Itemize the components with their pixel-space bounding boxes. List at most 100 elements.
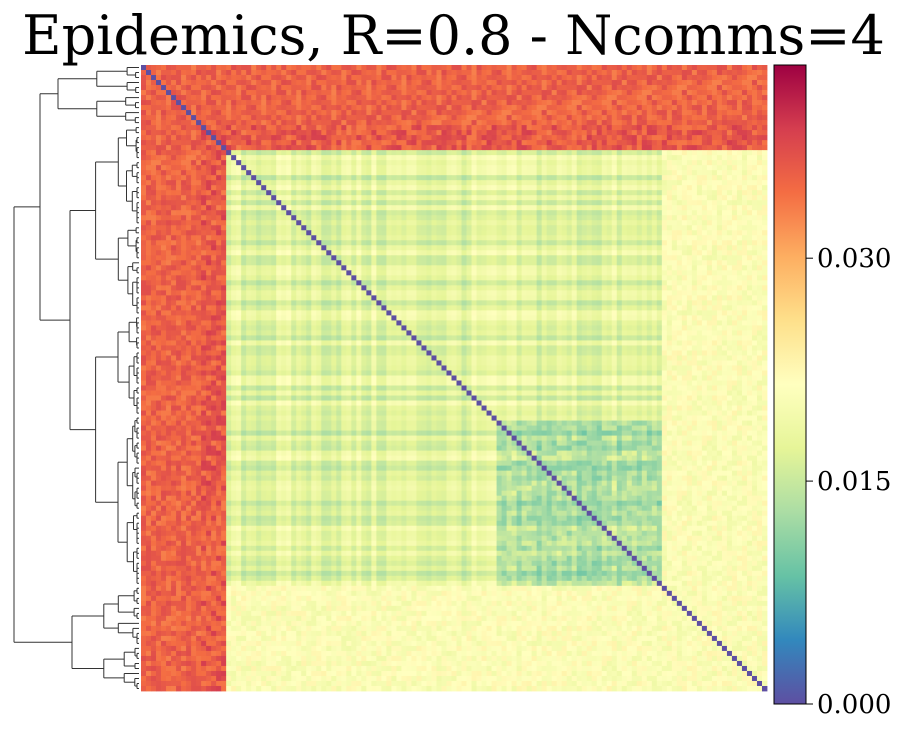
heatmap-cell xyxy=(171,115,177,121)
heatmap-cell xyxy=(716,115,723,121)
heatmap-cell xyxy=(291,180,297,186)
heatmap-cell xyxy=(411,195,417,201)
heatmap-cell xyxy=(351,185,357,191)
heatmap-cell xyxy=(491,210,497,216)
heatmap-cell xyxy=(301,150,307,156)
heatmap-cell xyxy=(756,200,763,206)
heatmap-cell xyxy=(681,110,688,116)
heatmap-cell xyxy=(606,190,613,196)
heatmap-cell xyxy=(666,90,673,96)
heatmap-cell xyxy=(181,140,187,146)
heatmap-cell xyxy=(516,110,523,116)
heatmap-cell xyxy=(631,210,638,216)
heatmap-cell xyxy=(496,180,502,186)
heatmap-cell xyxy=(496,80,502,86)
heatmap-cell xyxy=(581,155,588,161)
heatmap-cell xyxy=(381,120,387,126)
heatmap-cell xyxy=(541,160,548,166)
heatmap-cell xyxy=(606,245,613,251)
heatmap-cell xyxy=(161,85,167,91)
heatmap-cell xyxy=(461,70,467,76)
heatmap-cell xyxy=(591,75,598,81)
heatmap-cell xyxy=(526,120,533,126)
heatmap-cell xyxy=(536,80,543,86)
heatmap-cell xyxy=(351,115,357,121)
heatmap-cell xyxy=(421,75,427,81)
heatmap-cell xyxy=(141,240,147,246)
heatmap-cell xyxy=(736,100,743,106)
heatmap-cell xyxy=(471,220,477,226)
heatmap-cell xyxy=(156,145,162,151)
heatmap-cell xyxy=(451,110,457,116)
heatmap-cell xyxy=(491,185,497,191)
heatmap-cell xyxy=(166,230,172,236)
heatmap-cell xyxy=(411,140,417,146)
heatmap-cell xyxy=(496,110,502,116)
heatmap-cell xyxy=(751,140,758,146)
heatmap-cell xyxy=(631,170,638,176)
heatmap-cell xyxy=(581,110,588,116)
heatmap-cell xyxy=(401,135,407,141)
heatmap-cell xyxy=(191,160,197,166)
heatmap-cell xyxy=(631,120,638,126)
heatmap-cell xyxy=(671,110,678,116)
heatmap-cell xyxy=(181,155,187,161)
heatmap-cell xyxy=(301,85,307,91)
heatmap-cell xyxy=(671,190,678,196)
heatmap-cell xyxy=(701,75,708,81)
heatmap-cell xyxy=(166,170,172,176)
heatmap-cell xyxy=(411,75,417,81)
heatmap-cell xyxy=(741,220,748,226)
heatmap-cell xyxy=(181,160,187,166)
heatmap-cell xyxy=(211,230,217,236)
heatmap-cell xyxy=(211,220,217,226)
heatmap-cell xyxy=(566,180,573,186)
heatmap-cell xyxy=(671,215,678,221)
heatmap-cell xyxy=(626,220,633,226)
heatmap-cell xyxy=(511,135,517,141)
heatmap-cell xyxy=(171,100,177,106)
heatmap-cell xyxy=(741,160,748,166)
heatmap-cell xyxy=(216,85,222,91)
heatmap-cell xyxy=(496,245,502,251)
heatmap-cell xyxy=(206,110,212,116)
heatmap-cell xyxy=(641,65,648,71)
heatmap-cell xyxy=(186,110,192,116)
heatmap-cell xyxy=(351,110,357,116)
heatmap-cell xyxy=(266,220,272,226)
heatmap-cell xyxy=(731,90,738,96)
heatmap-cell xyxy=(701,120,708,126)
heatmap-cell xyxy=(696,70,703,76)
heatmap-cell xyxy=(371,235,377,241)
heatmap-cell xyxy=(626,205,633,211)
heatmap-cell xyxy=(321,180,327,186)
heatmap-cell xyxy=(146,180,152,186)
heatmap-cell xyxy=(731,75,738,81)
heatmap-cell xyxy=(306,85,312,91)
heatmap-cell xyxy=(316,130,322,136)
heatmap-cell xyxy=(341,205,347,211)
heatmap-cell xyxy=(256,65,262,71)
heatmap-cell xyxy=(691,200,698,206)
heatmap-cell xyxy=(191,170,197,176)
heatmap-cell xyxy=(411,210,417,216)
heatmap-cell xyxy=(141,195,147,201)
heatmap-cell xyxy=(661,235,668,241)
heatmap-cell xyxy=(386,225,392,231)
heatmap-cell xyxy=(566,185,573,191)
heatmap-cell xyxy=(241,240,247,246)
heatmap-cell xyxy=(441,185,447,191)
heatmap-cell xyxy=(266,200,272,206)
heatmap-cell xyxy=(356,165,362,171)
heatmap-cell xyxy=(256,100,262,106)
heatmap-cell xyxy=(186,190,192,196)
heatmap-cell xyxy=(281,195,287,201)
heatmap-cell xyxy=(606,75,613,81)
heatmap-cell xyxy=(516,185,523,191)
heatmap-cell xyxy=(666,65,673,71)
heatmap-cell xyxy=(666,165,673,171)
heatmap-cell xyxy=(196,95,202,101)
heatmap-cell xyxy=(381,240,387,246)
heatmap-cell xyxy=(731,160,738,166)
